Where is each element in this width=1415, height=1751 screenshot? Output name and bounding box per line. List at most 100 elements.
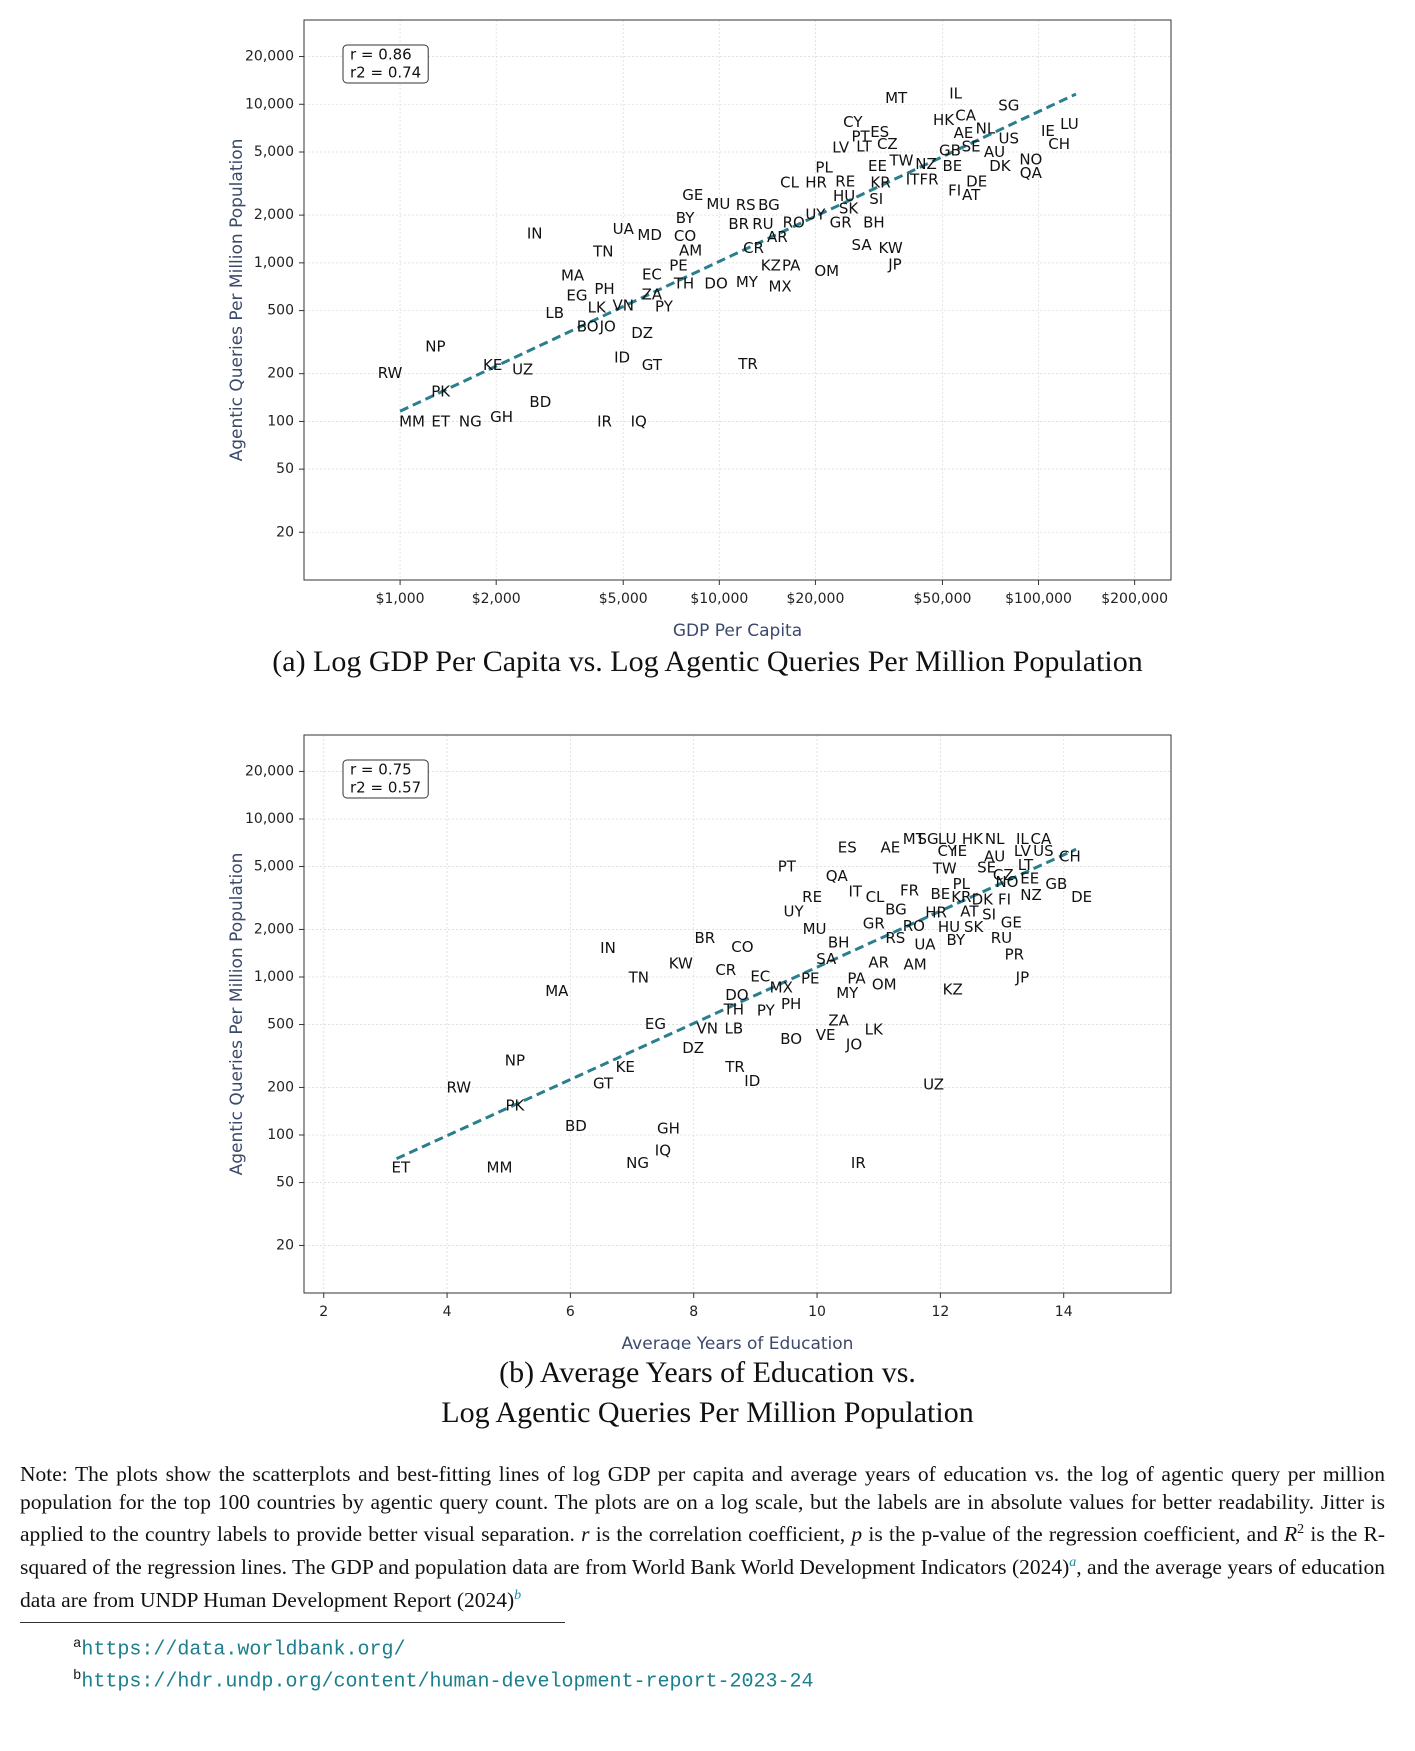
- country-label: DZ: [631, 324, 653, 342]
- country-label: NO: [995, 873, 1018, 891]
- x-tick-label: 6: [566, 1304, 575, 1320]
- country-label: OM: [872, 975, 897, 993]
- y-tick-label: 1,000: [254, 969, 294, 985]
- country-label: KZ: [761, 257, 781, 275]
- country-label: BE: [942, 157, 962, 175]
- country-label: GE: [682, 186, 703, 204]
- country-label: CA: [955, 106, 976, 124]
- y-axis-title: Agentic Queries Per Million Population: [227, 139, 247, 462]
- y-tick-label: 10,000: [245, 811, 294, 827]
- country-label: KR: [951, 888, 971, 906]
- country-label: IN: [527, 225, 543, 243]
- country-label: MM: [399, 413, 425, 431]
- country-label: EG: [645, 1015, 666, 1033]
- y-tick-label: 20,000: [245, 49, 294, 65]
- footnote-marker[interactable]: a: [1069, 1554, 1077, 1570]
- country-label: RE: [802, 888, 822, 906]
- country-label: ET: [391, 1158, 410, 1176]
- country-label: RE: [835, 173, 855, 191]
- annotation-box: [342, 759, 429, 799]
- country-label: AE: [881, 839, 901, 857]
- country-label: ID: [614, 348, 630, 366]
- country-label: TW: [888, 152, 913, 170]
- country-label: FI: [948, 181, 961, 199]
- country-label: DE: [1071, 888, 1092, 906]
- country-label: GB: [1045, 875, 1067, 893]
- country-label: BG: [758, 196, 780, 214]
- country-label: CY: [937, 842, 957, 860]
- country-label: JP: [887, 256, 901, 274]
- x-tick-label: $200,000: [1101, 591, 1168, 607]
- country-label: ES: [838, 839, 857, 857]
- country-label: IE: [1041, 122, 1055, 140]
- x-tick-label: 2: [319, 1304, 328, 1320]
- country-label: PT: [851, 127, 870, 145]
- country-label: RU: [991, 929, 1012, 947]
- country-label: LU: [1060, 115, 1079, 133]
- y-axis-title: Agentic Queries Per Million Population: [227, 853, 247, 1176]
- country-label: SG: [917, 830, 938, 848]
- y-tick-label: 200: [267, 1079, 294, 1095]
- country-label: UY: [805, 206, 826, 224]
- x-tick-label: $20,000: [786, 591, 844, 607]
- plot-frame: [303, 19, 1172, 581]
- country-label: AM: [679, 241, 702, 259]
- note-symbol: p: [851, 1522, 863, 1547]
- x-tick-label: $10,000: [690, 591, 748, 607]
- country-label: KE: [483, 356, 502, 374]
- caption: Log Agentic Queries Per Million Populati…: [441, 1396, 974, 1429]
- country-label: CL: [866, 888, 885, 906]
- footnote-link[interactable]: https://data.worldbank.org/: [81, 1638, 406, 1662]
- country-label: IT: [848, 883, 862, 901]
- x-axis-title: GDP Per Capita: [673, 621, 802, 640]
- country-label: RO: [903, 917, 925, 935]
- country-label: MT: [903, 830, 926, 848]
- country-label: LB: [724, 1019, 743, 1037]
- footnote: ahttps://data.worldbank.org/: [73, 1636, 405, 1662]
- annotation-text: r = 0.75: [350, 761, 412, 779]
- country-label: US: [999, 130, 1020, 148]
- country-label: PA: [847, 970, 866, 988]
- country-label: LB: [545, 304, 564, 322]
- footnote-marker[interactable]: b: [514, 1587, 522, 1603]
- x-tick-label: $50,000: [913, 591, 971, 607]
- y-tick-label: 100: [267, 1127, 294, 1143]
- country-label: QA: [1020, 164, 1043, 182]
- country-label: BO: [780, 1030, 802, 1048]
- country-label: PH: [594, 280, 614, 298]
- x-tick-label: $5,000: [599, 591, 648, 607]
- country-label: DK: [972, 890, 995, 908]
- y-tick-label: 20,000: [245, 763, 294, 779]
- country-label: BD: [529, 393, 551, 411]
- country-label: DO: [725, 986, 748, 1004]
- country-label: PR: [1005, 945, 1024, 963]
- country-label: MA: [545, 982, 569, 1000]
- country-label: UZ: [512, 361, 533, 379]
- country-label: FR: [900, 882, 919, 900]
- country-label: CA: [1031, 830, 1052, 848]
- y-tick-label: 200: [267, 366, 294, 382]
- country-label: BR: [728, 215, 749, 233]
- country-label: PH: [781, 995, 801, 1013]
- country-label: LT: [856, 137, 872, 155]
- country-label: OM: [814, 262, 839, 280]
- country-label: ZA: [828, 1012, 849, 1030]
- country-label: EE: [1020, 869, 1039, 887]
- country-label: IQ: [631, 413, 647, 431]
- country-label: AE: [954, 124, 974, 142]
- country-label: BR: [694, 929, 715, 947]
- trend-line: [399, 92, 1077, 413]
- country-label: AU: [984, 143, 1005, 161]
- country-label: PL: [815, 158, 833, 176]
- footnote-link[interactable]: https://hdr.undp.org/content/human-devel…: [81, 1670, 814, 1694]
- y-tick-label: 100: [267, 413, 294, 429]
- country-label: HU: [938, 918, 960, 936]
- footnote-mark: a: [73, 1636, 82, 1652]
- country-label: FR: [920, 171, 939, 189]
- y-tick-label: 500: [267, 303, 294, 319]
- country-label: BH: [863, 214, 885, 232]
- country-label: EE: [868, 157, 887, 175]
- y-tick-label: 50: [276, 461, 294, 477]
- country-label: SG: [998, 96, 1019, 114]
